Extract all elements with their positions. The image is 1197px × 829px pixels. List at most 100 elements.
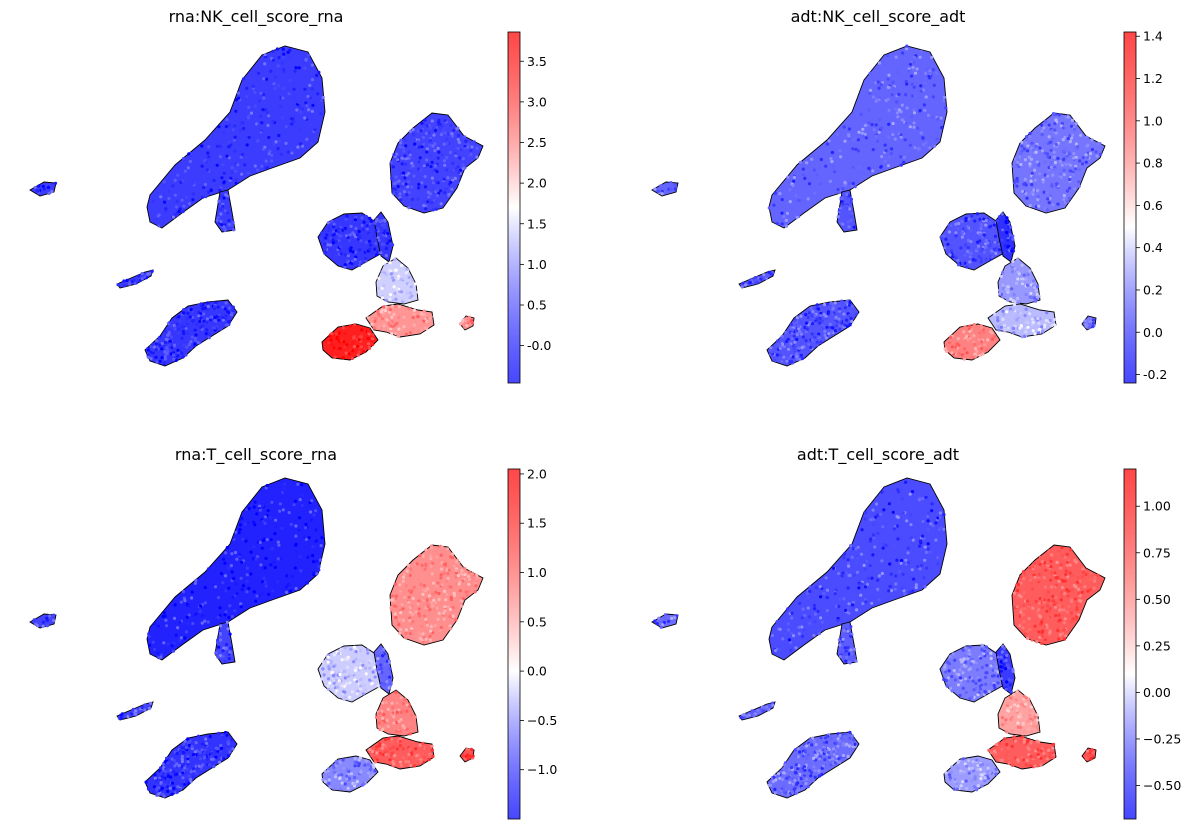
cell-point <box>475 155 479 159</box>
cell-point <box>218 152 222 156</box>
cell-point <box>428 318 432 322</box>
cell-point <box>1004 251 1008 255</box>
cell-point <box>329 236 333 240</box>
cell-point <box>414 610 418 614</box>
cell-point <box>903 138 907 142</box>
cell-point <box>181 355 185 359</box>
cell-point <box>1053 161 1057 165</box>
cell-point <box>323 780 327 784</box>
cell-point <box>794 646 798 650</box>
cell-point <box>942 677 946 682</box>
cell-point <box>219 327 223 331</box>
cell-point <box>411 315 415 320</box>
cell-point <box>224 642 229 647</box>
cell-point <box>1024 192 1028 196</box>
cell-cluster-4 <box>738 269 776 289</box>
cell-point <box>1044 319 1048 323</box>
cell-point <box>277 84 281 88</box>
cell-point <box>180 757 184 761</box>
cell-point <box>1056 552 1060 556</box>
cell-point <box>1090 140 1094 144</box>
cell-point <box>390 751 394 755</box>
cell-point <box>946 242 950 246</box>
cell-point <box>379 666 383 671</box>
cell-point <box>906 546 910 550</box>
cell-point <box>841 222 845 226</box>
cell-point <box>971 679 975 683</box>
cell-point <box>271 589 275 593</box>
cell-point <box>290 151 294 155</box>
cell-point <box>454 568 458 573</box>
cell-point <box>870 123 874 127</box>
cell-point <box>268 156 272 160</box>
cell-point <box>989 751 993 755</box>
cell-point <box>1037 630 1041 634</box>
cell-point <box>961 757 965 761</box>
cell-point <box>223 613 227 617</box>
cell-point <box>1064 634 1068 638</box>
cell-point <box>352 782 356 786</box>
cell-point <box>1019 324 1023 328</box>
cell-point <box>934 521 938 525</box>
cell-point <box>224 125 228 129</box>
cell-point <box>367 332 371 336</box>
cell-point <box>332 245 336 249</box>
cell-point <box>263 521 267 525</box>
cell-point <box>852 573 856 577</box>
cell-point <box>205 317 209 321</box>
cell-point <box>330 342 334 346</box>
cell-point <box>979 227 983 231</box>
cell-point <box>780 211 784 215</box>
cell-point <box>966 679 970 683</box>
cell-point <box>167 780 171 784</box>
cell-point <box>277 133 281 138</box>
cell-point <box>1054 131 1058 135</box>
cell-point <box>740 285 744 289</box>
cell-point <box>984 218 988 222</box>
cell-point <box>822 591 826 595</box>
cell-point <box>339 245 343 249</box>
cell-point <box>870 548 874 552</box>
cell-point <box>247 105 251 109</box>
cell-point <box>417 182 421 186</box>
cell-point <box>798 759 802 763</box>
cell-point <box>794 791 798 795</box>
cell-point <box>197 303 201 307</box>
cluster-outline <box>768 477 948 661</box>
cell-point <box>401 618 405 622</box>
cell-point <box>179 636 183 640</box>
cell-point <box>331 241 335 245</box>
cell-point <box>463 146 467 151</box>
cell-point <box>1066 137 1070 141</box>
cell-point <box>294 524 298 528</box>
cell-point <box>416 602 420 606</box>
cell-point <box>177 315 181 319</box>
cell-point <box>972 769 976 773</box>
cell-point <box>392 191 396 196</box>
cell-point <box>297 66 301 70</box>
cell-point <box>467 574 471 579</box>
cell-point <box>364 672 368 676</box>
cell-point <box>219 750 223 754</box>
cell-point <box>850 319 854 323</box>
cell-point <box>1047 123 1051 127</box>
cell-point <box>1009 225 1013 229</box>
cell-point <box>245 507 249 511</box>
cell-point <box>227 219 231 223</box>
cell-point <box>467 570 471 574</box>
cell-point <box>834 324 838 328</box>
cell-point <box>274 499 278 503</box>
cell-point <box>886 77 890 81</box>
cell-point <box>255 594 259 598</box>
cell-point <box>799 314 803 318</box>
cell-point <box>339 234 343 238</box>
cell-point <box>149 357 153 361</box>
cell-point <box>444 187 448 191</box>
cell-point <box>791 634 796 638</box>
cell-point <box>973 775 977 779</box>
cell-point <box>445 137 449 141</box>
cell-point <box>861 127 865 131</box>
cell-point <box>978 780 982 784</box>
cell-cluster-9 <box>374 689 419 737</box>
cell-point <box>355 692 359 696</box>
